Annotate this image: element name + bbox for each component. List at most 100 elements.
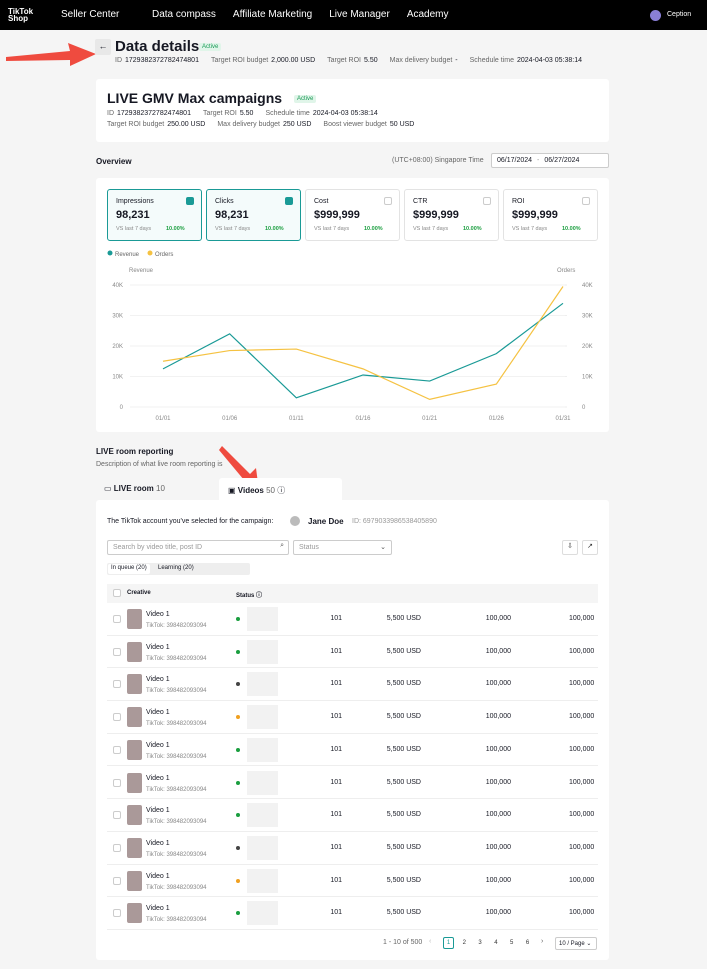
page-button[interactable]: 5 (510, 940, 514, 946)
checkbox[interactable] (113, 745, 121, 754)
metric-card[interactable]: Clicks 98,231 VS last 7 days 10.00% (206, 189, 301, 241)
status-dot (236, 911, 240, 916)
tab-label: Videos (237, 486, 264, 495)
metric-card[interactable]: CTR $999,999 VS last 7 days 10.00% (404, 189, 499, 241)
metric-value: 98,231 (215, 209, 249, 221)
y2-tick-label: 20K (582, 344, 593, 350)
video-title: Video 1 (146, 643, 170, 651)
video-id: TikTok: 398482093094 (146, 851, 207, 858)
tab-active[interactable]: ▣ Videos 50 ⓘ (219, 478, 342, 501)
page-button[interactable]: 2 (462, 940, 466, 946)
field-label: Target ROI (327, 57, 362, 64)
field-value: - (455, 57, 458, 64)
table-row: Video 1 TikTok: 398482093094 101 5,500 USD 1… (107, 767, 598, 800)
checkbox[interactable] (113, 778, 121, 787)
video-title: Video 1 (146, 774, 170, 782)
checkbox[interactable] (582, 197, 590, 205)
checkbox[interactable] (113, 876, 121, 885)
date-range[interactable]: 06/17/2024-06/27/2024 (491, 153, 609, 168)
checkbox[interactable] (113, 615, 121, 623)
thumbnail (127, 805, 142, 826)
nav-link[interactable]: Live Manager (329, 9, 390, 20)
checkbox[interactable] (113, 680, 121, 689)
status-dot (236, 747, 240, 752)
nav-link[interactable]: Data compass (152, 9, 216, 20)
field-value: 2,000.00 USD (271, 57, 316, 64)
page-button[interactable]: 4 (494, 940, 498, 946)
search-input[interactable]: Search by video title, post ID ⌕ (107, 540, 289, 555)
checkbox[interactable] (113, 647, 121, 656)
share-button[interactable]: ↗ (582, 540, 598, 555)
export-button[interactable]: ⇩ (562, 540, 578, 555)
tab-count: 50 (266, 486, 276, 495)
checkbox[interactable] (113, 909, 121, 918)
status-placeholder: Status (299, 544, 319, 551)
x-tick-label: 01/31 (555, 416, 571, 422)
end-date: 06/27/2024 (544, 157, 580, 164)
table-row: Video 1 TikTok: 398482093094 101 5,500 USD 1… (107, 865, 598, 898)
checkbox[interactable] (483, 197, 491, 205)
cell: 100,000 (569, 778, 595, 786)
back-button[interactable]: ← (95, 39, 111, 55)
metric-compare: VS last 7 days (116, 226, 152, 232)
table-row: Video 1 TikTok: 398482093094 101 5,500 USD 1… (107, 734, 598, 767)
user-name[interactable]: Ception (667, 11, 692, 18)
reporting-description: Description of what live room reporting … (96, 461, 223, 468)
checkbox[interactable] (113, 589, 121, 597)
status-select[interactable]: Status ⌄ (293, 540, 392, 555)
checkbox[interactable] (113, 843, 121, 852)
column-label: Status (236, 593, 255, 599)
field-value: 1729382372782474801 (117, 110, 191, 117)
table-row: Video 1 TikTok: 398482093094 101 5,500 USD 1… (107, 701, 598, 734)
metric-value: 98,231 (116, 209, 150, 221)
prev-page[interactable]: ‹ (429, 938, 432, 945)
cell: 101 (330, 843, 342, 851)
status-dot (236, 715, 240, 720)
page-title: Data details (115, 38, 200, 55)
blurred-cell (247, 705, 278, 730)
checkbox[interactable] (186, 197, 194, 205)
cell: 101 (330, 876, 342, 884)
cell: 100,000 (485, 778, 511, 786)
nav-link[interactable]: Academy (406, 9, 449, 20)
checkbox[interactable] (113, 713, 121, 722)
metric-card[interactable]: Impressions 98,231 VS last 7 days 10.00% (107, 189, 202, 241)
page-button[interactable]: 1 (443, 937, 454, 949)
checkbox[interactable] (113, 811, 121, 820)
page-button[interactable]: 6 (525, 940, 530, 946)
blurred-cell (247, 901, 278, 926)
timezone: (UTC+08:00) Singapore Time (392, 157, 484, 164)
metric-card[interactable]: Cost $999,999 VS last 7 days 10.00% (305, 189, 400, 241)
checkbox[interactable] (384, 197, 392, 205)
status-dot (236, 682, 240, 687)
nav-link[interactable]: Affiliate Marketing (232, 9, 313, 20)
page-button[interactable]: 3 (478, 940, 482, 946)
header-fields: ID 1729382372782474801 Target ROI budget 2,… (115, 57, 585, 64)
brand: TikTok Shop (8, 7, 34, 23)
x-tick-label: 01/16 (355, 416, 371, 422)
start-date: 06/17/2024 (497, 157, 533, 164)
cell: 5,500 USD (386, 876, 421, 884)
video-id: TikTok: 398482093094 (146, 721, 207, 728)
status-dot (236, 617, 240, 621)
checkbox[interactable] (285, 197, 293, 205)
cell: 100,000 (485, 876, 511, 884)
video-title: Video 1 (146, 676, 170, 684)
page-size[interactable]: 10 / Page ⌄ (555, 937, 597, 950)
field-label: ID (115, 57, 122, 64)
next-page[interactable]: › (541, 938, 544, 945)
column-header: Creative (127, 590, 151, 596)
cell: 100,000 (569, 647, 595, 655)
filter-chip[interactable]: In queue (20) (108, 564, 150, 574)
cell: 5,500 USD (386, 615, 421, 622)
x-tick-label: 01/01 (155, 416, 171, 422)
field-label: Schedule time (265, 110, 310, 117)
filter-chip[interactable]: Learning (20) (158, 565, 194, 571)
metric-card[interactable]: ROI $999,999 VS last 7 days 10.00% (503, 189, 598, 241)
cell: 100,000 (485, 745, 511, 753)
account-id: ID: 6979033986538405890 (352, 518, 437, 525)
tab[interactable]: ▭ LIVE room 10 (104, 484, 165, 493)
avatar[interactable] (650, 10, 661, 21)
metric-value: $999,999 (314, 209, 360, 221)
